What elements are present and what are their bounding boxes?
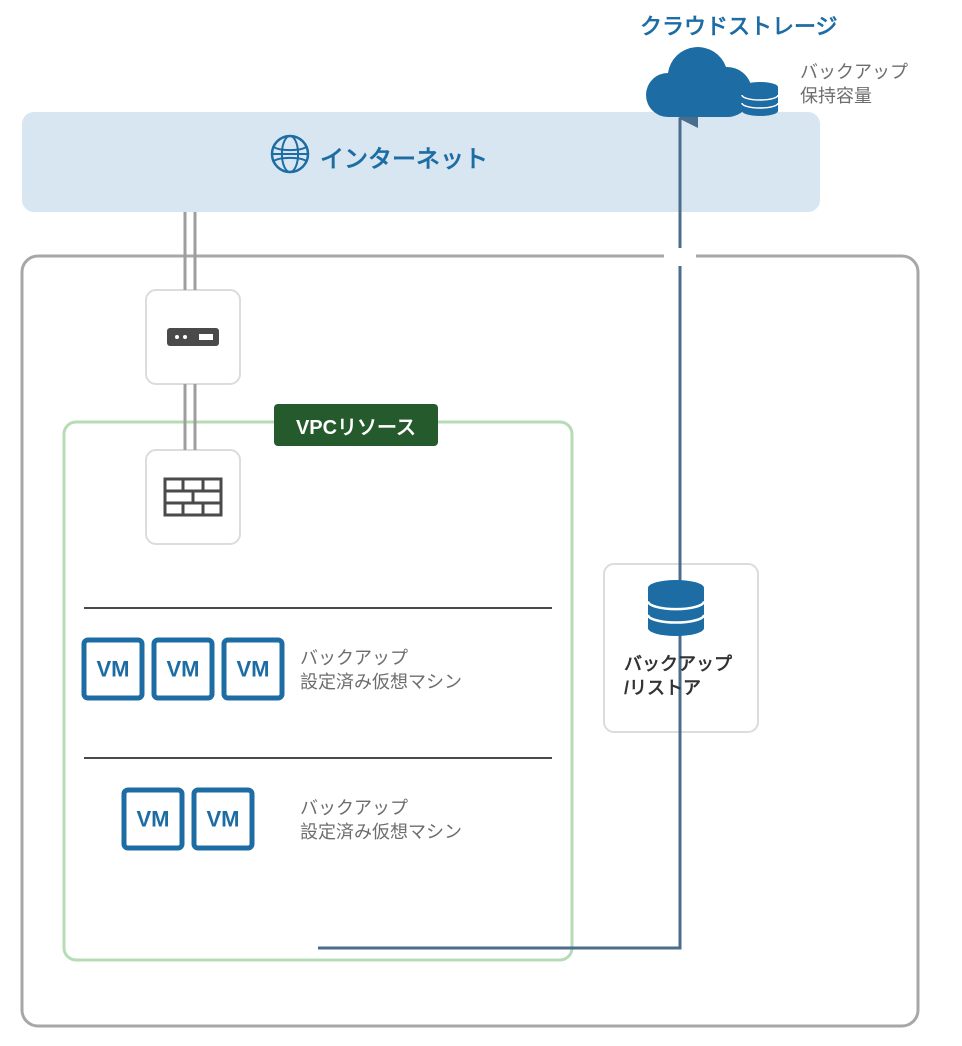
vm-group2-line1: バックアップ bbox=[300, 798, 408, 818]
vm-icon: VM bbox=[154, 640, 212, 698]
vm-group1-label: バックアップ 設定済み仮想マシン bbox=[300, 646, 462, 695]
vm-group2-label: バックアップ 設定済み仮想マシン bbox=[300, 796, 462, 845]
outer-box-notch bbox=[664, 248, 696, 266]
svg-text:VM: VM bbox=[236, 657, 269, 682]
vm-icon: VM bbox=[84, 640, 142, 698]
internet-to-router-connector bbox=[185, 212, 195, 290]
svg-text:VM: VM bbox=[96, 657, 129, 682]
vpc-label-badge: VPCリソース bbox=[274, 404, 438, 446]
vm-icon: VM bbox=[124, 790, 182, 848]
backup-restore-label: バックアップ /リストア bbox=[624, 652, 732, 701]
vpc-label-text: VPCリソース bbox=[296, 411, 416, 440]
internet-label: インターネット bbox=[320, 144, 488, 176]
vm-icon: VM bbox=[194, 790, 252, 848]
vm-row-2: VM VM bbox=[124, 790, 252, 848]
vm-row-1: VM VM VM bbox=[84, 640, 282, 698]
vm-group2-line2: 設定済み仮想マシン bbox=[300, 822, 462, 842]
router-to-firewall-connector bbox=[185, 384, 195, 450]
router-icon bbox=[167, 328, 219, 346]
svg-text:VM: VM bbox=[136, 807, 169, 832]
vm-icon: VM bbox=[224, 640, 282, 698]
cloud-storage-label: クラウドストレージ bbox=[640, 12, 838, 42]
svg-text:VM: VM bbox=[206, 807, 239, 832]
backup-capacity-line1: バックアップ bbox=[800, 62, 908, 82]
backup-restore-line1: バックアップ bbox=[624, 654, 732, 674]
backup-db-icon bbox=[648, 580, 704, 636]
vm-group1-line1: バックアップ bbox=[300, 648, 408, 668]
backup-restore-line2: /リストア bbox=[624, 678, 701, 698]
svg-text:VM: VM bbox=[166, 657, 199, 682]
cloud-db-icon bbox=[742, 82, 778, 116]
backup-capacity-line2: 保持容量 bbox=[800, 86, 872, 106]
backup-capacity-label: バックアップ 保持容量 bbox=[800, 60, 908, 109]
vm-group1-line2: 設定済み仮想マシン bbox=[300, 672, 462, 692]
cloud-icon bbox=[646, 47, 752, 117]
